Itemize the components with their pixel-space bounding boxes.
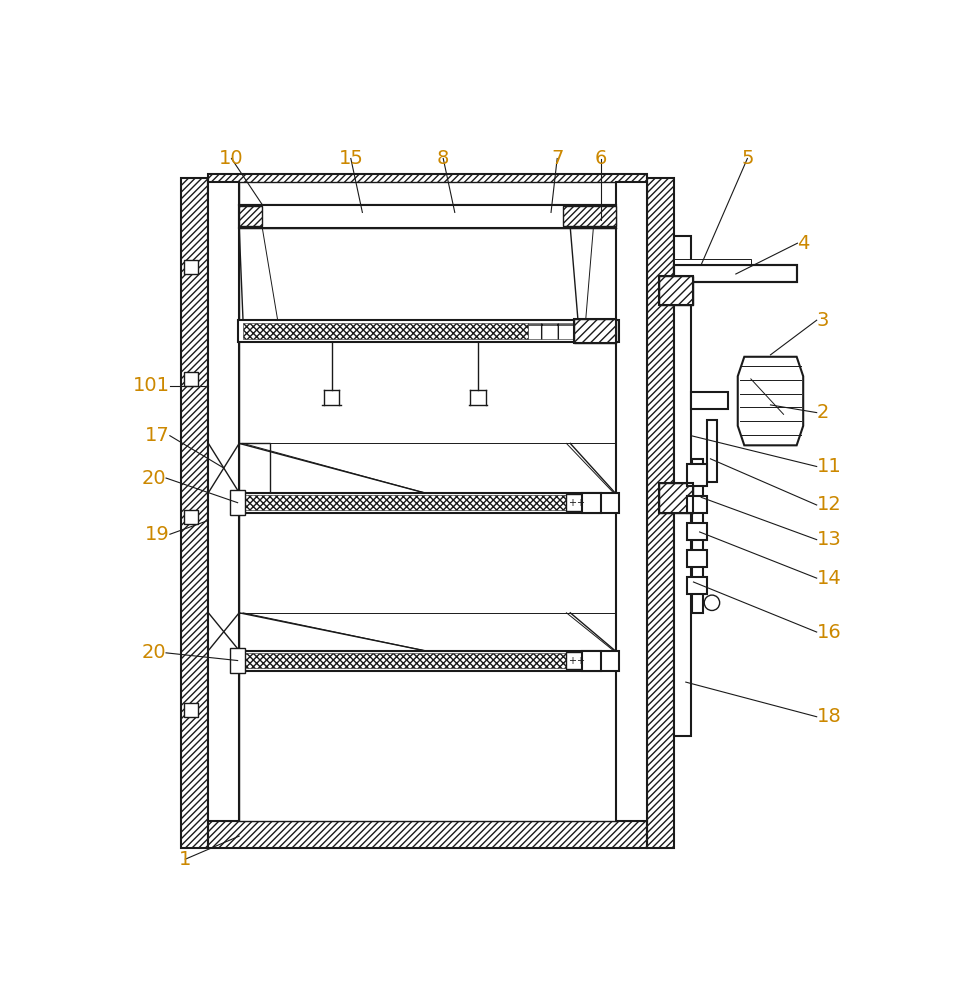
Bar xyxy=(616,182,646,821)
Bar xyxy=(243,653,566,668)
Text: 5: 5 xyxy=(740,149,753,168)
Text: +: + xyxy=(567,656,576,666)
Bar xyxy=(239,205,616,228)
Text: 19: 19 xyxy=(145,525,170,544)
Bar xyxy=(581,493,601,513)
Text: +: + xyxy=(576,656,583,666)
Bar xyxy=(208,174,646,201)
Text: +: + xyxy=(576,498,583,508)
Text: +: + xyxy=(567,498,576,508)
Bar xyxy=(208,174,646,201)
Bar xyxy=(691,459,702,613)
Text: 12: 12 xyxy=(816,495,840,514)
Text: 8: 8 xyxy=(437,149,449,168)
Bar xyxy=(230,490,245,515)
Bar xyxy=(562,206,616,226)
Bar xyxy=(208,821,646,848)
Bar xyxy=(243,495,566,510)
Polygon shape xyxy=(239,443,269,493)
Bar xyxy=(208,821,646,848)
Bar xyxy=(237,493,618,513)
Bar xyxy=(239,206,262,226)
Bar xyxy=(566,652,581,669)
Text: 7: 7 xyxy=(550,149,563,168)
Bar xyxy=(687,464,706,486)
Circle shape xyxy=(703,595,719,610)
Bar xyxy=(658,483,693,513)
Bar xyxy=(646,178,673,848)
Bar xyxy=(658,276,693,305)
Bar xyxy=(243,323,527,339)
Text: 3: 3 xyxy=(816,311,828,330)
Bar xyxy=(183,372,198,386)
Bar xyxy=(706,420,716,482)
Bar xyxy=(658,483,693,513)
Bar xyxy=(673,265,797,282)
Bar xyxy=(239,206,262,226)
Bar xyxy=(181,178,208,848)
Bar xyxy=(673,235,691,736)
Text: 101: 101 xyxy=(133,376,170,395)
Bar xyxy=(230,648,245,673)
Bar xyxy=(673,259,750,265)
Text: 15: 15 xyxy=(338,149,362,168)
Bar xyxy=(687,577,706,594)
Text: 1: 1 xyxy=(179,850,191,869)
Bar xyxy=(562,206,616,226)
Text: 13: 13 xyxy=(816,530,840,549)
Text: 14: 14 xyxy=(816,569,840,588)
Text: 18: 18 xyxy=(816,707,840,726)
Bar xyxy=(574,319,616,343)
Bar xyxy=(673,265,797,282)
Text: 2: 2 xyxy=(816,403,828,422)
Bar xyxy=(183,510,198,524)
Text: 20: 20 xyxy=(141,469,166,488)
Text: 16: 16 xyxy=(816,623,840,642)
Text: 20: 20 xyxy=(141,643,166,662)
Bar xyxy=(239,182,616,821)
Text: 4: 4 xyxy=(797,234,809,253)
Bar xyxy=(646,178,673,848)
Text: 6: 6 xyxy=(594,149,607,168)
Bar xyxy=(183,260,198,274)
Text: 11: 11 xyxy=(816,457,840,476)
Polygon shape xyxy=(737,357,802,445)
Bar xyxy=(687,496,706,513)
Bar xyxy=(691,392,728,409)
Bar xyxy=(658,276,693,305)
Bar xyxy=(687,523,706,540)
Bar xyxy=(181,178,208,848)
Bar xyxy=(183,703,198,717)
Bar xyxy=(687,550,706,567)
Text: 17: 17 xyxy=(145,426,170,445)
Text: 10: 10 xyxy=(219,149,243,168)
Bar xyxy=(574,319,616,343)
Bar xyxy=(237,320,618,342)
Bar xyxy=(208,182,239,821)
Bar xyxy=(527,323,574,339)
Bar xyxy=(237,651,618,671)
Bar xyxy=(566,494,581,511)
Bar xyxy=(581,651,601,671)
